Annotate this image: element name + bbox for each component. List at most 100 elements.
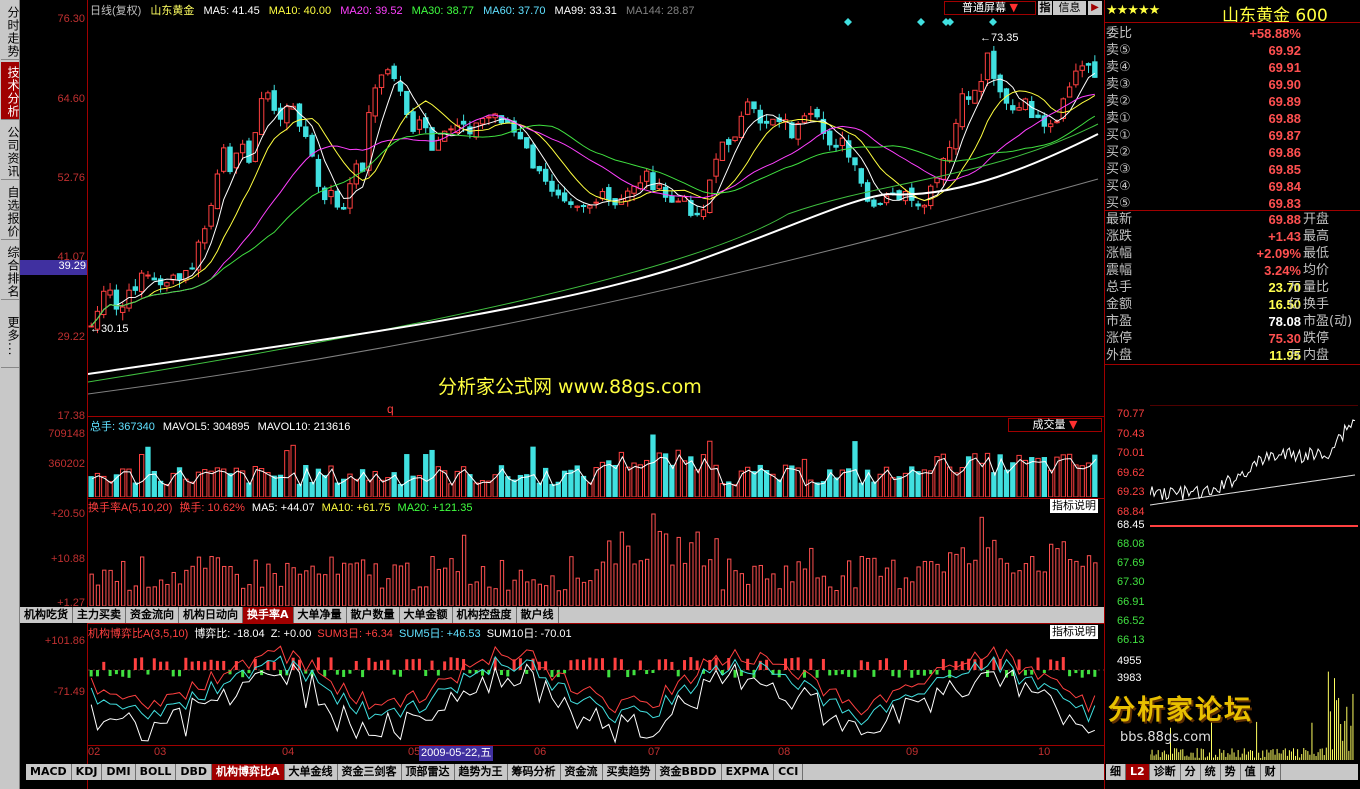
candle-body: [271, 90, 277, 111]
nav-technical[interactable]: 技术分析: [1, 62, 20, 120]
game-bar: [998, 658, 1002, 670]
turnover-bar: [783, 565, 789, 606]
info-button[interactable]: 信息: [1053, 1, 1086, 15]
nav-more[interactable]: 更多...: [1, 302, 20, 368]
game-bar: [600, 658, 604, 670]
panel-tab[interactable]: 势: [1221, 764, 1241, 780]
indicator2-tab[interactable]: 资金流: [561, 764, 603, 780]
volume-bar: [726, 481, 732, 497]
candle-body: [157, 278, 164, 286]
game-bar: [733, 670, 737, 678]
indicator2-tab[interactable]: DMI: [102, 764, 136, 780]
indicator2-tab[interactable]: BOLL: [136, 764, 177, 780]
game-bar: [1049, 659, 1053, 670]
candle-body: [1035, 114, 1041, 118]
game-bar: [828, 670, 832, 676]
panel-tab[interactable]: L2: [1126, 764, 1150, 780]
indicator2-tab[interactable]: KDJ: [72, 764, 103, 780]
indicator2-tab[interactable]: CCI: [774, 764, 804, 780]
signal-diamond-icon: [946, 18, 954, 26]
candle-body: [1092, 61, 1098, 78]
indicator1-tab[interactable]: 换手率A: [243, 607, 294, 623]
turnover-bar: [802, 568, 808, 606]
volume-bar: [1010, 462, 1016, 497]
indicator2-tab[interactable]: 机构博弈比A: [212, 764, 285, 780]
nav-watchlist[interactable]: 自选报价: [1, 182, 20, 240]
game-sum3: SUM3日: +6.34: [317, 628, 393, 640]
volume-bar: [189, 481, 195, 497]
turnover-bar: [853, 587, 858, 606]
volume-bar: [284, 450, 290, 497]
indicator1-tab[interactable]: 机构吃货: [20, 607, 73, 623]
candle-body: [460, 120, 467, 125]
indicator1-tab[interactable]: 散户数量: [347, 607, 400, 623]
panel-tab[interactable]: 诊断: [1150, 764, 1181, 780]
stat-row: 外盘 11.95 万内盘: [1106, 347, 1356, 364]
game-tick: -71.49: [53, 686, 85, 698]
indicator1-tab[interactable]: 机构控盘度: [453, 607, 517, 623]
nav-intraday[interactable]: 分时走势: [1, 2, 20, 60]
indicator2-tab[interactable]: 筹码分析: [508, 764, 561, 780]
game-bar: [544, 661, 548, 670]
turnover-bar: [720, 589, 726, 606]
game-bar: [253, 658, 257, 670]
panel-tab[interactable]: 细: [1106, 764, 1126, 780]
turnover-help-button[interactable]: 指标说明: [1050, 499, 1098, 513]
screen-mode-dropdown[interactable]: 普通屏幕 ▼: [944, 1, 1036, 15]
indicator2-tab[interactable]: 资金三剑客: [338, 764, 402, 780]
mini-base-tick: 68.45: [1117, 519, 1145, 531]
volume-bar: [978, 462, 984, 497]
indicator2-tab[interactable]: 资金BBDD: [656, 764, 722, 780]
panel-tab[interactable]: 财: [1261, 764, 1281, 780]
candle-body: [972, 89, 978, 104]
game-help-button[interactable]: 指标说明: [1050, 625, 1098, 639]
candle-body: [410, 111, 416, 132]
game-bar: [430, 660, 434, 670]
collapse-panel-icon[interactable]: ▶: [1088, 1, 1102, 15]
indicator2-tab[interactable]: 大单金线: [285, 764, 338, 780]
volume-bar: [814, 482, 820, 497]
volume-bar: [505, 476, 511, 497]
panel-tab[interactable]: 分: [1181, 764, 1201, 780]
indicator1-tab[interactable]: 主力买卖: [73, 607, 126, 623]
volume-bar: [328, 465, 334, 497]
turnover-bar: [140, 556, 145, 606]
candle-body: [593, 201, 599, 204]
candle-body: [650, 172, 656, 191]
indicator1-tab[interactable]: 散户线: [517, 607, 559, 623]
panel-tab[interactable]: 统: [1201, 764, 1221, 780]
game-bar: [916, 670, 920, 675]
stat-label: 市盈: [1106, 314, 1133, 329]
turnover-bar: [739, 573, 744, 606]
ma99-line: [88, 133, 1099, 375]
volume-bar: [265, 472, 271, 497]
stat-row: 涨停 75.30 跌停: [1106, 330, 1356, 347]
indicator2-tab[interactable]: EXPMA: [722, 764, 775, 780]
turnover-bar: [821, 575, 827, 606]
turnover-bar: [929, 561, 934, 606]
indicator2-tab[interactable]: 顶部雷达: [402, 764, 455, 780]
turnover-bar: [948, 552, 953, 606]
game-bar: [638, 660, 642, 670]
game-bar: [777, 670, 781, 678]
volume-bar: [789, 465, 795, 497]
stat-label-2: 内盘: [1303, 348, 1330, 363]
indicator2-tab[interactable]: MACD: [26, 764, 72, 780]
indicator-button[interactable]: 指: [1038, 1, 1052, 15]
volume-dropdown[interactable]: 成交量 ▼: [1008, 418, 1102, 432]
indicator2-tab[interactable]: 买卖趋势: [603, 764, 656, 780]
indicator2-tab[interactable]: 趋势为王: [455, 764, 508, 780]
candle-body: [391, 65, 397, 80]
indicator1-tab[interactable]: 大单净量: [294, 607, 347, 623]
indicator1-tab[interactable]: 机构日动向: [179, 607, 243, 623]
turnover-bar: [108, 569, 113, 606]
nav-company-news[interactable]: 公司资讯: [1, 122, 20, 180]
nav-ranking[interactable]: 综合排名: [1, 242, 20, 300]
indicator1-tab[interactable]: 资金流向: [126, 607, 179, 623]
indicator1-tab[interactable]: 大单金额: [400, 607, 453, 623]
panel-tab[interactable]: 值: [1241, 764, 1261, 780]
candle-body: [1022, 98, 1029, 111]
indicator2-tab[interactable]: DBD: [176, 764, 213, 780]
volume-bar: [378, 479, 385, 497]
game-bar: [348, 670, 352, 674]
